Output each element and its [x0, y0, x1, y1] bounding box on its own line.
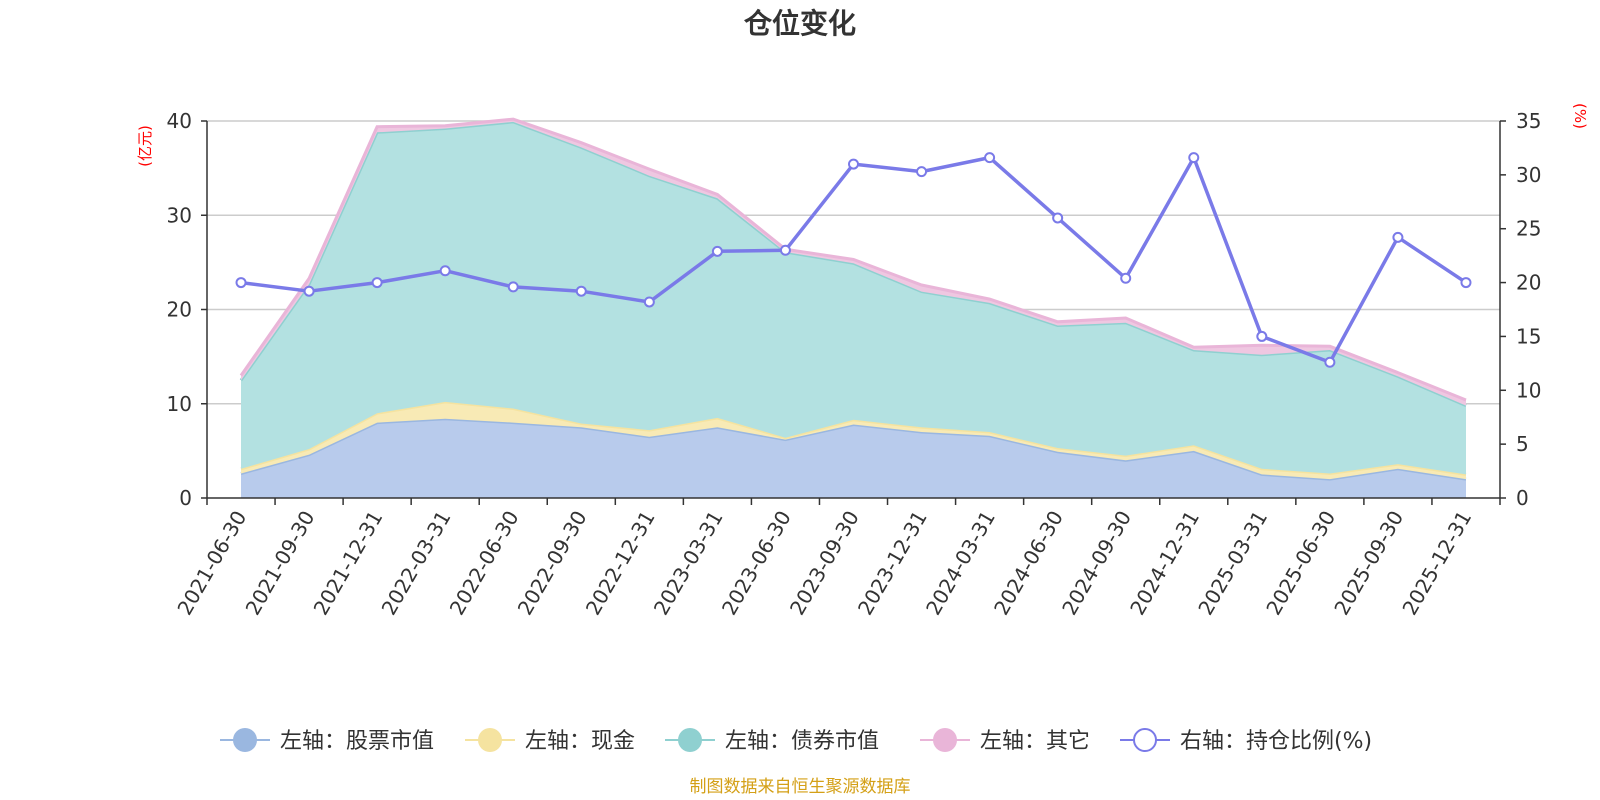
right-tick-label: 5	[1516, 432, 1529, 456]
x-tick-label: 2024-09-30	[1057, 507, 1136, 620]
x-tick-label: 2025-12-31	[1397, 507, 1476, 620]
left-tick-label: 20	[167, 298, 192, 322]
x-tick-label: 2025-06-30	[1261, 507, 1340, 620]
ratio-point	[1256, 330, 1268, 342]
ratio-point	[711, 245, 723, 257]
ratio-point	[235, 277, 247, 289]
legend-label-ratio: 右轴：持仓比例(%)	[1180, 729, 1372, 754]
ratio-point	[779, 244, 791, 256]
stacked-areas	[239, 117, 1467, 498]
source-note: 制图数据来自恒生聚源数据库	[690, 777, 911, 797]
x-tick-label: 2022-03-31	[377, 507, 456, 620]
ratio-point	[439, 265, 451, 277]
right-tick-label: 10	[1516, 378, 1541, 402]
right-tick-label: 25	[1516, 217, 1541, 241]
ratio-point	[643, 296, 655, 308]
right-tick-label: 30	[1516, 163, 1541, 187]
ratio-point	[1188, 152, 1200, 164]
ratio-point	[984, 152, 996, 164]
ratio-point	[1120, 272, 1132, 284]
legend-item-cash: 左轴：现金	[465, 728, 635, 754]
x-tick-label: 2025-03-31	[1193, 507, 1272, 620]
area-cash	[241, 401, 1466, 480]
x-tick-label: 2022-06-30	[445, 507, 524, 620]
x-tick-label: 2021-12-31	[309, 507, 388, 620]
legend-label-cash: 左轴：现金	[525, 729, 635, 754]
legend-marker-ratio	[1133, 728, 1157, 752]
ratio-line-layer	[235, 152, 1472, 368]
left-tick-label: 10	[167, 392, 192, 416]
legend-label-stock: 左轴：股票市值	[280, 729, 434, 754]
legend-marker-cash	[478, 728, 502, 752]
right-tick-label: 15	[1516, 324, 1541, 348]
right-tick-label: 20	[1516, 271, 1541, 295]
x-tick-label: 2021-09-30	[241, 507, 320, 620]
x-tick-label: 2025-09-30	[1329, 507, 1408, 620]
x-tick-label: 2022-09-30	[513, 507, 592, 620]
legend-item-bond: 左轴：债券市值	[665, 728, 879, 754]
ratio-point	[848, 158, 859, 170]
x-tick-label: 2024-12-31	[1125, 507, 1204, 620]
legend-marker-other	[933, 728, 957, 752]
area-line-other	[239, 117, 1467, 402]
ratio-point	[1460, 277, 1472, 289]
ratio-point	[371, 277, 383, 289]
legend-item-stock: 左轴：股票市值	[220, 728, 434, 754]
legend-item-other: 左轴：其它	[920, 728, 1090, 754]
right-tick-label: 0	[1516, 486, 1529, 510]
area-stock	[241, 418, 1466, 498]
left-axis-unit: (亿元)	[136, 125, 154, 167]
ratio-point	[916, 166, 928, 178]
legend-marker-stock	[233, 728, 257, 752]
legend-item-ratio: 右轴：持仓比例(%)	[1120, 728, 1372, 754]
x-tick-label: 2023-03-31	[649, 507, 728, 620]
legend-label-bond: 左轴：债券市值	[725, 729, 879, 754]
chart-title: 仓位变化	[744, 7, 856, 40]
ratio-point	[1052, 212, 1064, 224]
right-axis-unit: (%)	[1571, 103, 1589, 129]
legend: 左轴：股票市值 左轴：现金 左轴：债券市值 左轴：其它 右轴：持仓比例(%)	[220, 728, 1372, 754]
ratio-point	[1324, 356, 1336, 368]
ratio-point	[303, 285, 315, 297]
x-tick-label: 2021-06-30	[172, 507, 251, 620]
x-tick-label: 2022-12-31	[581, 507, 660, 620]
left-tick-label: 40	[167, 109, 192, 133]
x-tick-label: 2023-06-30	[717, 507, 796, 620]
x-tick-label: 2024-03-31	[921, 506, 1000, 619]
area-bond	[241, 121, 1466, 475]
x-tick-label: 2023-12-31	[853, 507, 932, 620]
legend-marker-bond	[678, 728, 702, 752]
ratio-point	[507, 281, 519, 293]
ratio-point	[575, 285, 587, 297]
left-tick-label: 0	[179, 486, 192, 510]
left-tick-label: 30	[167, 203, 192, 227]
ratio-point	[1392, 231, 1404, 243]
right-tick-label: 35	[1516, 109, 1541, 133]
x-tick-label: 2023-09-30	[785, 507, 864, 620]
legend-label-other: 左轴：其它	[980, 729, 1090, 754]
x-tick-label: 2024-06-30	[989, 507, 1068, 620]
